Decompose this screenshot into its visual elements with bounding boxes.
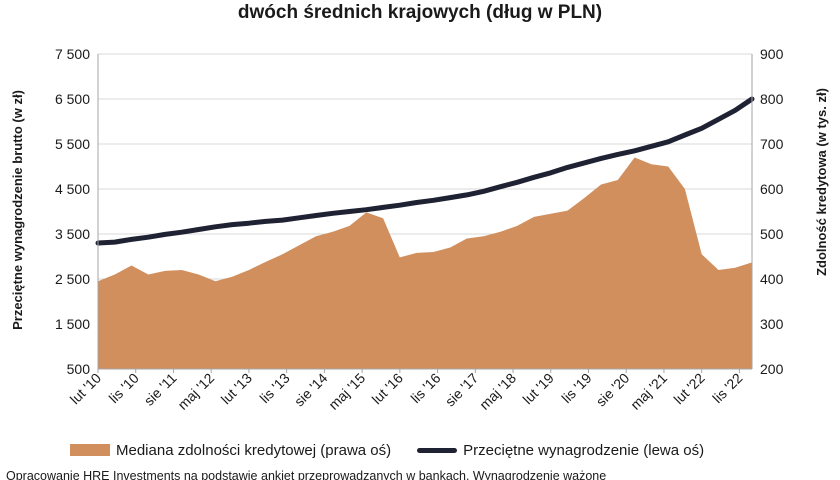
x-tick-label: lut '22 [670,370,708,408]
left-tick-label: 4 500 [55,181,90,197]
chart-title: dwóch średnich krajowych (dług w PLN) [237,2,603,23]
x-tick-label: lut '19 [519,370,557,408]
right-tick-label: 600 [760,181,784,197]
x-tick-label: lut '16 [369,370,407,408]
legend-line-label: Przeciętne wynagrodzenie (lewa oś) [463,441,705,459]
right-tick-label: 300 [760,316,784,332]
axes [97,54,753,370]
legend-area-label: Mediana zdolności kredytowej (prawa oś) [116,441,392,459]
legend: Mediana zdolności kredytowej (prawa oś) … [70,440,830,460]
right-tick-label: 800 [760,91,784,107]
right-tick-label: 200 [760,361,784,377]
left-tick-label: 500 [67,361,91,377]
right-tick-label: 900 [760,46,784,62]
left-tick-label: 1 500 [55,316,90,332]
right-tick-label: 400 [760,271,784,287]
x-tick-label: sie '11 [141,370,180,409]
left-tick-label: 3 500 [55,226,90,242]
x-tick-label: lis '13 [256,370,292,406]
left-tick-label: 5 500 [55,136,90,152]
right-tick-label: 500 [760,226,784,242]
x-tick-label: lis '10 [106,370,142,406]
left-tick-label: 2 500 [55,271,90,287]
x-tick-label: lis '22 [709,370,745,406]
x-tick-label: sie '17 [442,370,482,410]
right-tick-label: 700 [760,136,784,152]
x-tick-label: maj '15 [325,370,368,413]
source-note: Opracowanie HRE Investments na podstawie… [6,469,607,480]
line-swatch-icon [417,447,458,453]
x-tick-label: maj '21 [627,370,670,413]
capacity-area [98,157,752,369]
right-axis-label: Zdolność kredytowa (w tys. zł) [814,88,829,276]
x-tick-label: lis '19 [558,370,594,406]
x-tick-label: maj '18 [476,370,519,413]
x-tick-label: lis '16 [407,370,443,406]
x-tick-label: sie '14 [291,370,331,410]
left-axis-ticks: 500 1 500 2 500 3 500 4 500 5 500 6 500 7 500 [55,46,90,377]
legend-item-line: Przeciętne wynagrodzenie (lewa oś) [417,442,704,459]
area-swatch-icon [70,444,110,456]
wage-line [95,96,755,246]
legend-item-area: Mediana zdolności kredytowej (prawa oś) [70,442,391,459]
left-tick-label: 7 500 [55,46,90,62]
left-tick-label: 6 500 [55,91,90,107]
x-tick-label: maj '12 [174,370,217,413]
left-axis-label: Przeciętne wynagrodzenie brutto (w zł) [10,90,25,330]
x-tick-label: sie '20 [593,370,633,410]
x-tick-label: lut '13 [218,370,256,408]
right-axis-ticks: 200 300 400 500 600 700 800 900 [760,46,784,377]
